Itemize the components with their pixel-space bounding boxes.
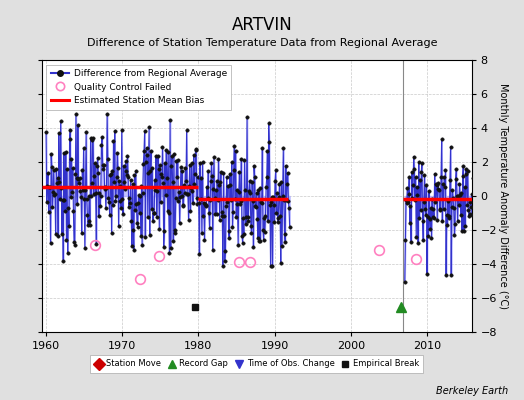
Legend: Station Move, Record Gap, Time of Obs. Change, Empirical Break: Station Move, Record Gap, Time of Obs. C… bbox=[90, 355, 423, 373]
Legend: Difference from Regional Average, Quality Control Failed, Estimated Station Mean: Difference from Regional Average, Qualit… bbox=[47, 64, 231, 110]
Y-axis label: Monthly Temperature Anomaly Difference (°C): Monthly Temperature Anomaly Difference (… bbox=[498, 83, 508, 309]
Text: Difference of Station Temperature Data from Regional Average: Difference of Station Temperature Data f… bbox=[87, 38, 437, 48]
Text: ARTVIN: ARTVIN bbox=[232, 16, 292, 34]
Text: Berkeley Earth: Berkeley Earth bbox=[436, 386, 508, 396]
